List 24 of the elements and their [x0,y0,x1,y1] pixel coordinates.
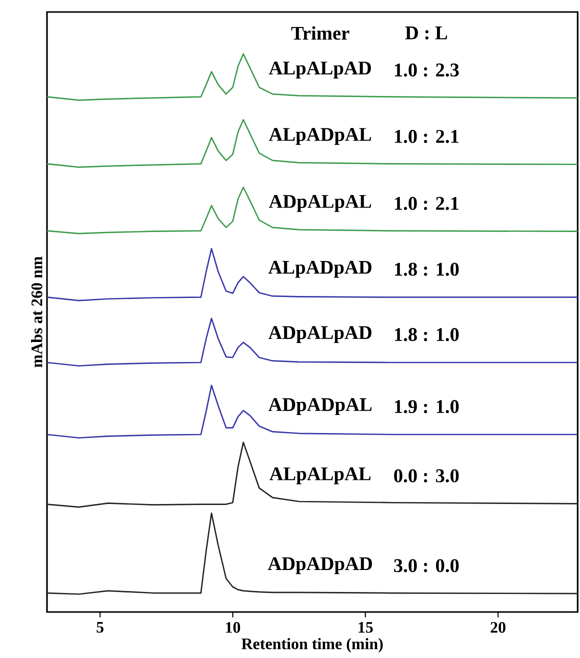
y-axis-title: mAbs at 260 nm [31,256,42,368]
annotation: 1.8 : 1.0 [394,328,459,342]
annotation: ADpADpAL [268,398,372,416]
annotation: ALpALpAL [269,467,371,484]
x-axis-title: Retention time (min) [242,638,383,653]
x-tick-label: 10 [226,622,240,633]
annotation: ADpADpAD [268,557,372,574]
x-tick-label: 5 [96,622,104,633]
annotation: ADpALpAD [268,326,372,344]
annotation: 1.0 : 2.1 [394,130,458,144]
annotation: 1.9 : 1.0 [394,400,459,414]
annotation: 1.0 : 2.1 [394,196,458,210]
text: D : L [405,26,448,40]
annotation: ADpALpAL [268,194,372,212]
annotation: 1.0 : 2.3 [394,63,459,77]
x-tick-label: 20 [490,622,506,633]
annotation: 1.8 : 1.0 [394,262,459,276]
annotation: ALpALpAD [268,62,371,78]
annotation: 0.0 : 3.0 [394,469,459,482]
annotation: ALpADpAL [268,128,372,145]
text: Trimer [291,26,350,40]
x-tick-label: 15 [358,622,373,633]
annotation: 3.0 : 0.0 [394,559,459,572]
annotation: ALpADpAD [268,260,372,278]
